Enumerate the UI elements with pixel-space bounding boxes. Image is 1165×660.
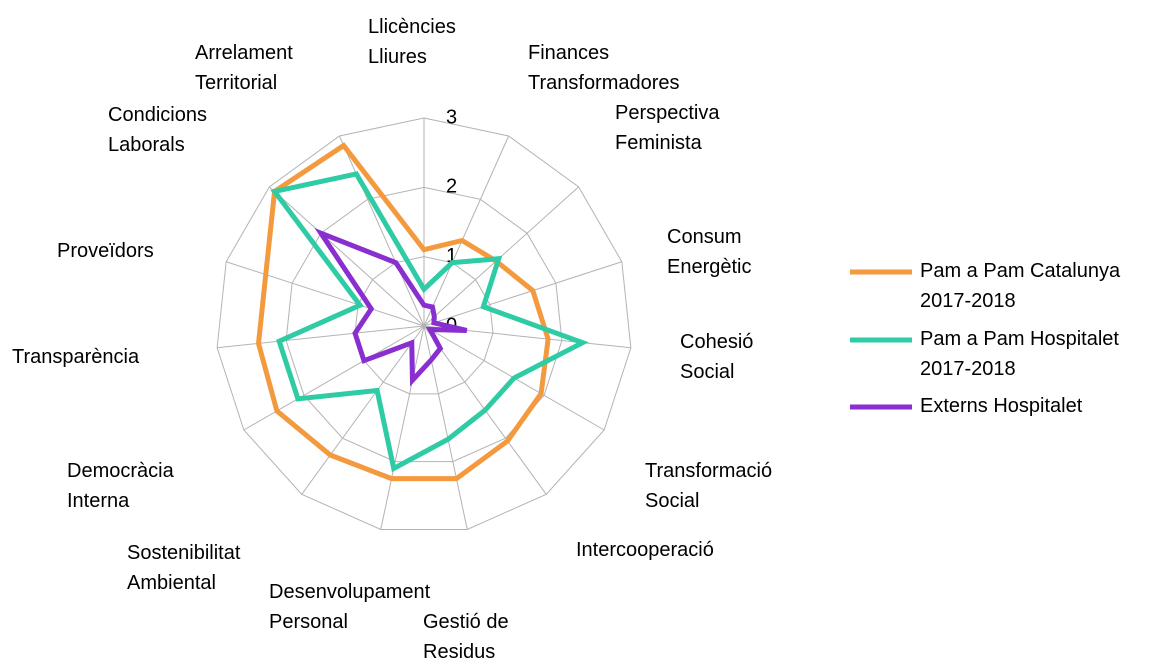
grid-ring: [216, 117, 632, 530]
grid-ring: [285, 186, 563, 463]
category-label: Perspectiva Feminista: [615, 102, 720, 154]
r-tick-label: 1: [446, 245, 457, 267]
category-label: Democràcia Interna: [67, 460, 174, 512]
series-line: [270, 171, 589, 473]
spoke: [243, 325, 425, 431]
category-label: Consum Energètic: [667, 226, 752, 278]
legend-label: Externs Hospitalet: [920, 395, 1083, 417]
spoke: [301, 325, 425, 495]
category-label: Proveïdors: [57, 240, 154, 262]
spoke: [217, 325, 425, 349]
spoke: [269, 186, 425, 327]
category-label: Gestió de Residus: [423, 611, 509, 660]
category-label: Transparència: [12, 346, 140, 368]
r-tick-label: 2: [446, 176, 457, 198]
r-tick-label: 3: [446, 106, 457, 128]
category-label: Intercooperació: [576, 539, 714, 561]
category-label: Transformació Social: [645, 460, 773, 512]
category-label: Llicències Lliures: [368, 16, 456, 68]
spoke: [423, 261, 622, 327]
series-line: [255, 142, 551, 482]
legend-label: Pam a Pam Hospitalet 2017-2018: [920, 328, 1119, 380]
series-line: [314, 227, 468, 387]
spoke: [338, 135, 425, 327]
spoke: [226, 261, 425, 327]
category-label: Sostenibilitat Ambiental: [127, 542, 241, 594]
category-label: Condicions Laborals: [108, 104, 207, 156]
grid-ring: [354, 256, 494, 395]
spoke: [380, 325, 425, 530]
legend-label: Pam a Pam Catalunya 2017-2018: [920, 260, 1121, 312]
category-label: Arrelament Territorial: [195, 42, 293, 94]
category-label: Cohesió Social: [680, 331, 754, 383]
category-label: Desenvolupament Personal: [269, 581, 431, 633]
spoke: [423, 135, 510, 327]
category-label: Finances Transformadores: [528, 42, 680, 94]
